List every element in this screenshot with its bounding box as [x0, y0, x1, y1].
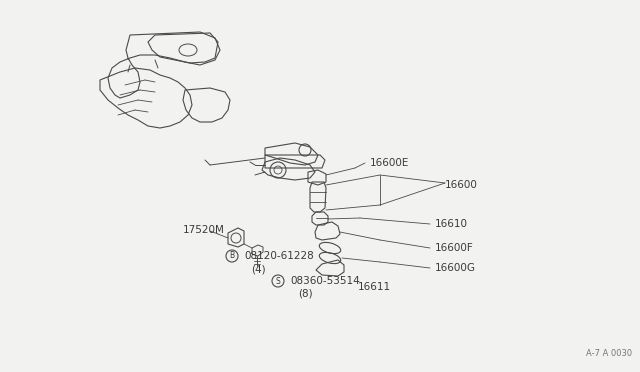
- Text: B: B: [229, 251, 235, 260]
- Text: 16600E: 16600E: [370, 158, 410, 168]
- Text: 17520M: 17520M: [183, 225, 225, 235]
- Text: (8): (8): [298, 289, 312, 299]
- Text: 08360-53514: 08360-53514: [290, 276, 360, 286]
- Text: 16611: 16611: [358, 282, 391, 292]
- Text: 16600: 16600: [445, 180, 478, 190]
- Text: A-7 A 0030: A-7 A 0030: [586, 349, 632, 358]
- Text: (4): (4): [251, 264, 266, 274]
- Text: S: S: [276, 276, 280, 285]
- Text: 16610: 16610: [435, 219, 468, 229]
- Text: 16600G: 16600G: [435, 263, 476, 273]
- Text: 08120-61228: 08120-61228: [244, 251, 314, 261]
- Text: 16600F: 16600F: [435, 243, 474, 253]
